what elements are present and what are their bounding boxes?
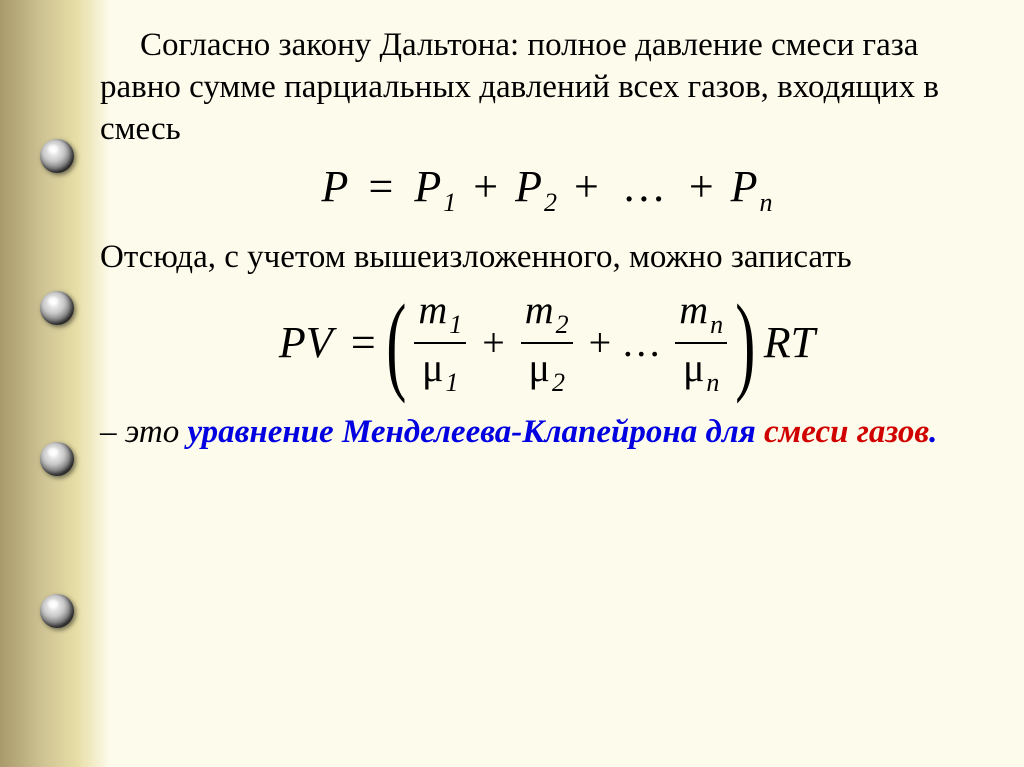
conclusion-red: смеси газов — [764, 414, 929, 450]
plus-sign: + — [689, 162, 714, 211]
conclusion-period: . — [929, 414, 937, 450]
ring-icon — [40, 291, 74, 325]
rhs-RT: RT — [764, 317, 815, 368]
fraction-sum: m1 μ1 + m2 μ2 + … mn μn — [408, 288, 733, 397]
equals-sign: = — [369, 162, 394, 211]
plus-sign: + — [473, 162, 498, 211]
term-Pn: Pn — [731, 162, 773, 211]
term-P1: P1 — [414, 162, 456, 211]
ring-icon — [40, 139, 74, 173]
term-P2: P2 — [515, 162, 557, 211]
plus-sign: + — [574, 162, 599, 211]
ellipsis: … — [621, 319, 663, 366]
ring-icon — [40, 442, 74, 476]
plus-sign: + — [589, 319, 612, 366]
slide-content: Согласно закону Дальтона: полное давлени… — [90, 10, 1014, 757]
binder-rings — [40, 0, 74, 767]
conclusion-line: – это уравнение Менделеева-Клапейрона дл… — [100, 411, 994, 454]
ring-icon — [40, 594, 74, 628]
plus-sign: + — [482, 319, 505, 366]
left-paren: ( — [386, 299, 406, 387]
paragraph-2: Отсюда, с учетом вышеизложенного, можно … — [100, 236, 994, 278]
ellipsis: … — [622, 162, 666, 211]
right-paren: ) — [735, 299, 755, 387]
fraction-n: mn μn — [675, 288, 727, 397]
paragraph-1: Согласно закону Дальтона: полное давлени… — [100, 24, 994, 151]
fraction-2: m2 μ2 — [521, 288, 573, 397]
lhs-PV: PV = — [279, 317, 384, 368]
formula-mendeleev: PV = ( m1 μ1 + m2 μ2 + … mn μn ) — [100, 288, 994, 397]
fraction-1: m1 μ1 — [414, 288, 466, 397]
var-P: P — [321, 162, 347, 211]
formula-dalton: P = P1 + P2 + … + Pn — [100, 161, 994, 218]
conclusion-blue: уравнение Менделеева-Клапейрона для — [187, 414, 764, 450]
conclusion-dash: – это — [100, 414, 187, 450]
